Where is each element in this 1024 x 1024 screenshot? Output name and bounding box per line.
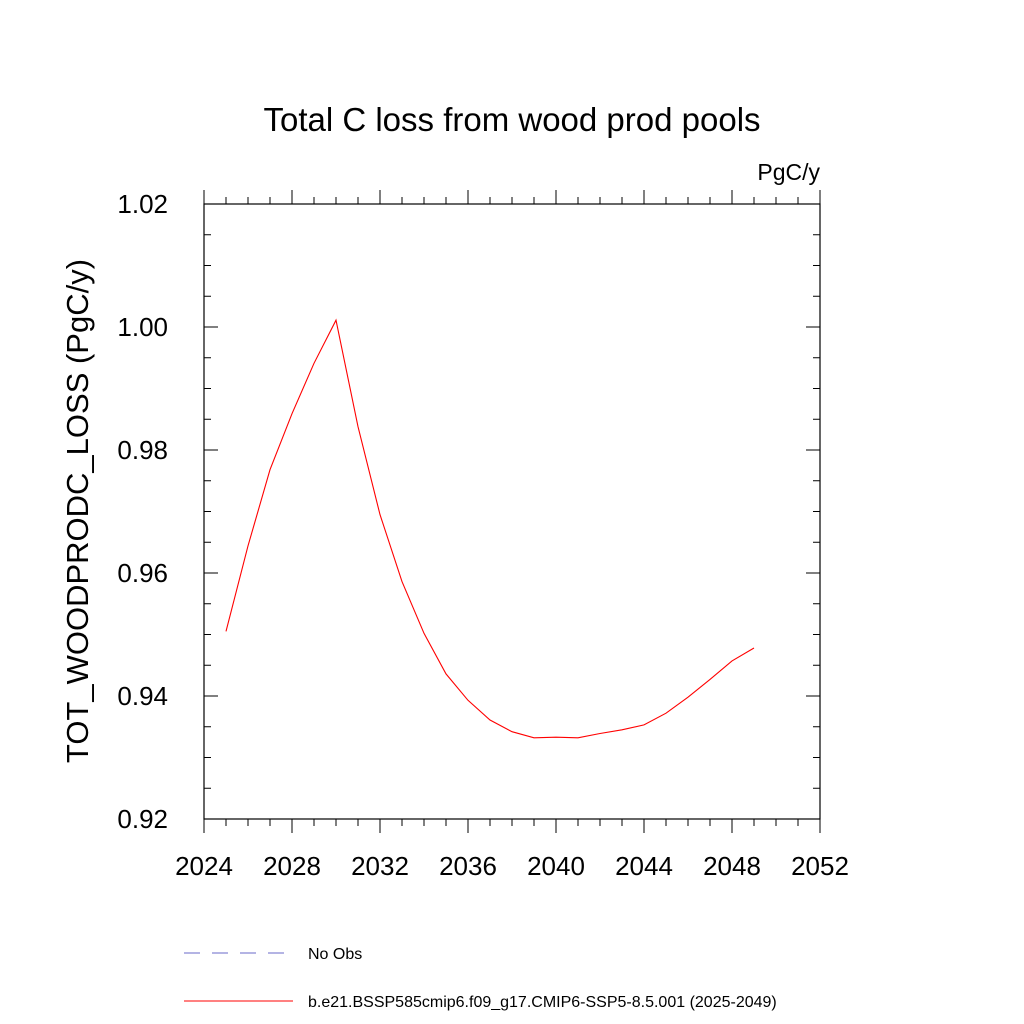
y-tick-label: 0.94 [117, 681, 168, 711]
legend-label: No Obs [308, 946, 362, 963]
legend: No Obs b.e21.BSSP585cmip6.f09_g17.CMIP6-S… [184, 946, 777, 1011]
x-tick-label: 2024 [175, 851, 233, 881]
chart-title: Total C loss from wood prod pools [263, 101, 760, 138]
series-line [225, 318, 755, 739]
x-tick-label: 2048 [703, 851, 761, 881]
axis-tick-labels: 2024 2028 2032 2036 2040 2044 2048 2052 0.92 0.94… [117, 189, 849, 881]
x-tick-label: 2028 [263, 851, 321, 881]
x-tick-label: 2040 [527, 851, 585, 881]
x-tick-label: 2044 [615, 851, 673, 881]
y-axis-label: TOT_WOODPRODC_LOSS (PgC/y) [60, 259, 95, 763]
y-tick-label: 0.96 [117, 558, 168, 588]
units-label: PgC/y [757, 159, 820, 185]
x-tick-label: 2032 [351, 851, 409, 881]
x-tick-label: 2052 [791, 851, 849, 881]
y-tick-label: 1.00 [117, 312, 168, 342]
y-tick-label: 0.98 [117, 435, 168, 465]
legend-label: b.e21.BSSP585cmip6.f09_g17.CMIP6-SSP5-8.… [308, 994, 777, 1011]
y-tick-label: 1.02 [117, 189, 168, 219]
y-tick-label: 0.92 [117, 804, 168, 834]
x-tick-label: 2036 [439, 851, 497, 881]
plot-frame [203, 203, 821, 820]
series-layer [225, 318, 755, 739]
axis-ticks [203, 190, 821, 833]
